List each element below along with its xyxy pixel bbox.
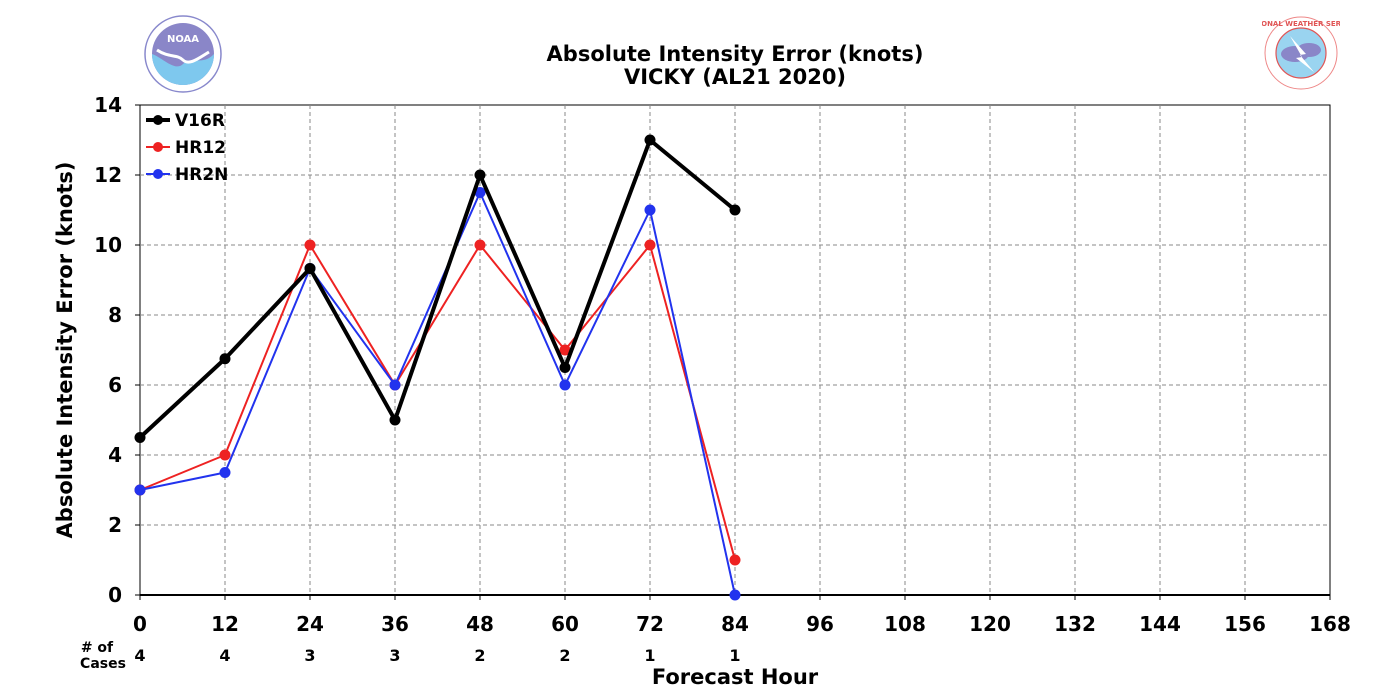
case-count-label: 4 xyxy=(134,646,145,665)
series-line-hr12 xyxy=(139,244,736,561)
legend-marker xyxy=(153,115,163,125)
data-point-v16r xyxy=(304,262,316,274)
case-count-label: 1 xyxy=(729,646,740,665)
data-point-hr2n xyxy=(474,187,486,198)
y-tick-label: 10 xyxy=(94,233,122,257)
x-axis-label: Forecast Hour xyxy=(652,665,819,689)
y-tick-label: 4 xyxy=(108,443,122,467)
case-count-label: 2 xyxy=(559,646,570,665)
legend-marker xyxy=(153,142,163,152)
x-tick-label: 60 xyxy=(551,612,579,636)
nws-logo: NATIONAL WEATHER SERVICE xyxy=(1262,16,1340,90)
data-point-hr12 xyxy=(644,239,656,251)
legend-label: V16R xyxy=(175,111,225,131)
data-point-hr2n xyxy=(389,379,401,391)
data-point-v16r xyxy=(644,134,656,146)
data-point-v16r xyxy=(134,432,146,443)
x-tick-label: 156 xyxy=(1224,612,1266,636)
case-count-label: 3 xyxy=(389,646,400,665)
data-point-hr2n xyxy=(134,484,146,496)
data-point-v16r xyxy=(389,414,401,426)
cases-label: # of xyxy=(81,640,114,656)
legend-label: HR2N xyxy=(175,165,228,185)
x-tick-label: 48 xyxy=(466,612,494,636)
data-point-hr2n xyxy=(644,204,656,216)
data-point-hr12 xyxy=(219,449,231,461)
data-point-hr2n xyxy=(559,379,571,391)
x-tick-label: 132 xyxy=(1054,612,1096,636)
x-tick-label: 84 xyxy=(721,612,749,636)
y-axis-label: Absolute Intensity Error (knots) xyxy=(53,162,77,539)
x-tick-label: 144 xyxy=(1139,612,1181,636)
y-tick-label: 0 xyxy=(108,583,122,607)
y-tick-label: 2 xyxy=(108,513,122,537)
data-point-hr2n xyxy=(729,589,741,601)
x-tick-label: 12 xyxy=(211,612,239,636)
legend-label: HR12 xyxy=(175,138,226,158)
case-count-label: 3 xyxy=(304,646,315,665)
data-point-v16r xyxy=(219,353,231,365)
data-point-hr2n xyxy=(219,467,231,478)
y-tick-label: 12 xyxy=(94,163,122,187)
x-tick-label: 120 xyxy=(969,612,1011,636)
chart-subtitle: VICKY (AL21 2020) xyxy=(623,65,847,89)
case-count-label: 4 xyxy=(219,646,230,665)
case-count-label: 1 xyxy=(644,646,655,665)
data-point-hr12 xyxy=(304,239,316,251)
series-line-hr2n xyxy=(139,191,736,596)
y-tick-label: 6 xyxy=(108,373,122,397)
cases-label: Cases xyxy=(80,656,126,672)
data-point-hr12 xyxy=(474,239,486,251)
x-tick-label: 168 xyxy=(1309,612,1351,636)
data-point-v16r xyxy=(729,204,741,216)
svg-text:NOAA: NOAA xyxy=(167,34,199,45)
y-tick-label: 8 xyxy=(108,303,122,327)
x-tick-label: 24 xyxy=(296,612,324,636)
legend-marker xyxy=(153,169,163,179)
x-tick-label: 96 xyxy=(806,612,834,636)
series-line-v16r xyxy=(138,138,737,439)
data-point-hr12 xyxy=(559,344,571,356)
noaa-logo: NOAA xyxy=(144,15,222,93)
case-count-label: 2 xyxy=(474,646,485,665)
x-tick-label: 0 xyxy=(133,612,147,636)
chart-title: Absolute Intensity Error (knots) xyxy=(546,42,924,66)
y-tick-label: 14 xyxy=(94,93,122,117)
x-tick-label: 108 xyxy=(884,612,926,636)
x-tick-label: 36 xyxy=(381,612,409,636)
data-point-hr12 xyxy=(729,554,741,566)
svg-text:NATIONAL WEATHER SERVICE: NATIONAL WEATHER SERVICE xyxy=(1262,20,1340,28)
x-tick-label: 72 xyxy=(636,612,664,636)
data-point-v16r xyxy=(474,169,486,181)
data-point-v16r xyxy=(559,362,571,373)
